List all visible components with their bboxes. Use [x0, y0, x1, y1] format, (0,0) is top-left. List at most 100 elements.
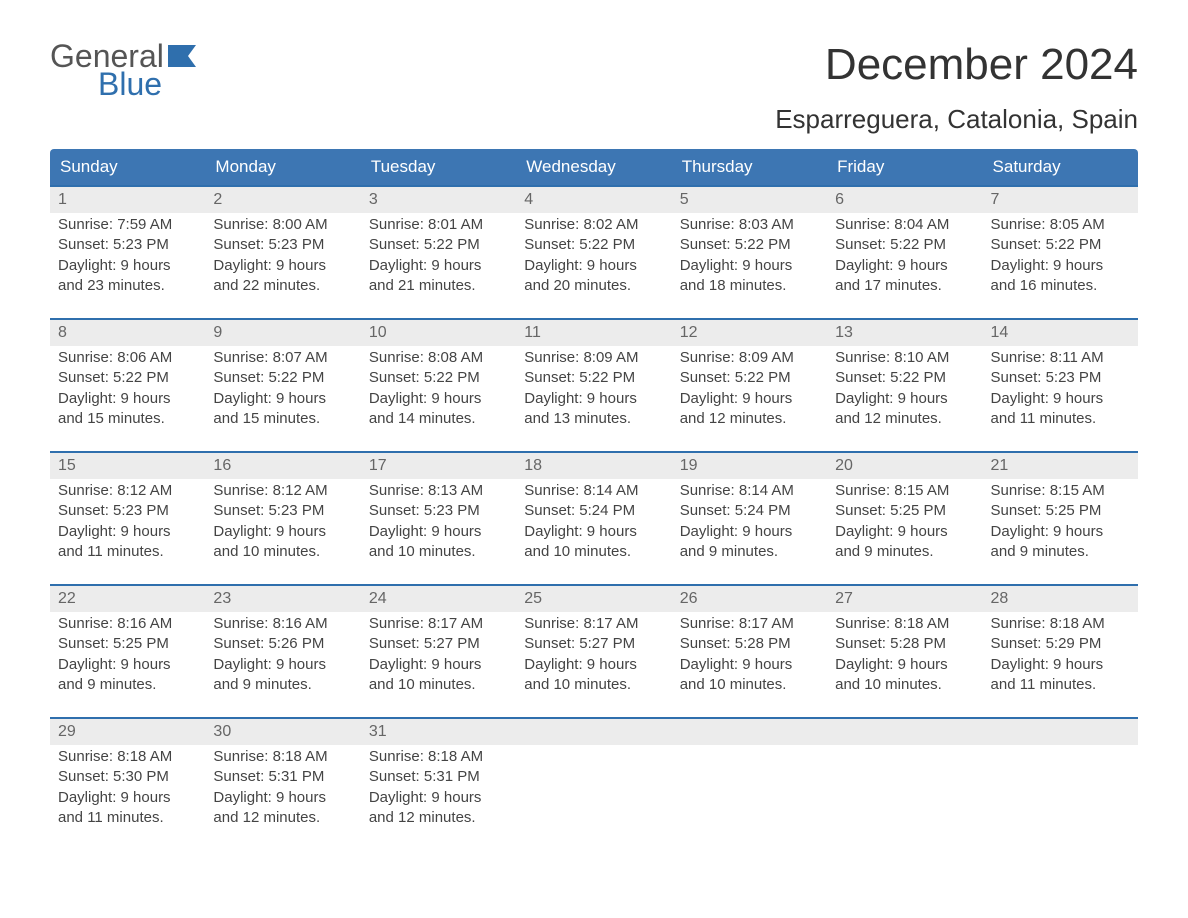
sunrise-line: Sunrise: 8:12 AM	[213, 481, 352, 501]
day-number: 9	[205, 320, 360, 346]
daylight-line: Daylight: 9 hours and 9 minutes.	[58, 655, 197, 696]
day-number: 25	[516, 586, 671, 612]
day-cell-body: Sunrise: 8:00 AMSunset: 5:23 PMDaylight:…	[205, 213, 360, 304]
daylight-line: Daylight: 9 hours and 10 minutes.	[524, 522, 663, 563]
day-cell-body	[827, 745, 982, 836]
day-number: 17	[361, 453, 516, 479]
calendar: SundayMondayTuesdayWednesdayThursdayFrid…	[50, 149, 1138, 836]
day-number: 18	[516, 453, 671, 479]
sunset-line: Sunset: 5:23 PM	[991, 368, 1130, 388]
daylight-line: Daylight: 9 hours and 9 minutes.	[680, 522, 819, 563]
sunset-line: Sunset: 5:31 PM	[369, 767, 508, 787]
daynum-row: 22232425262728	[50, 586, 1138, 612]
sunrise-line: Sunrise: 8:17 AM	[680, 614, 819, 634]
sunset-line: Sunset: 5:28 PM	[680, 634, 819, 654]
sunset-line: Sunset: 5:23 PM	[213, 501, 352, 521]
sunset-line: Sunset: 5:22 PM	[991, 235, 1130, 255]
sunset-line: Sunset: 5:30 PM	[58, 767, 197, 787]
sunset-line: Sunset: 5:22 PM	[524, 368, 663, 388]
sunset-line: Sunset: 5:22 PM	[680, 235, 819, 255]
daylight-line: Daylight: 9 hours and 11 minutes.	[58, 788, 197, 829]
day-number: 19	[672, 453, 827, 479]
day-header-cell: Thursday	[672, 149, 827, 185]
sunrise-line: Sunrise: 8:11 AM	[991, 348, 1130, 368]
location-subtitle: Esparreguera, Catalonia, Spain	[775, 104, 1138, 135]
day-cell-body: Sunrise: 8:14 AMSunset: 5:24 PMDaylight:…	[672, 479, 827, 570]
day-number: 31	[361, 719, 516, 745]
day-cell-body: Sunrise: 8:06 AMSunset: 5:22 PMDaylight:…	[50, 346, 205, 437]
page-header: General Blue December 2024 Esparreguera,…	[50, 40, 1138, 135]
daylight-line: Daylight: 9 hours and 16 minutes.	[991, 256, 1130, 297]
day-number: 1	[50, 187, 205, 213]
day-number: 2	[205, 187, 360, 213]
sunrise-line: Sunrise: 8:14 AM	[680, 481, 819, 501]
sunset-line: Sunset: 5:22 PM	[835, 235, 974, 255]
day-cell-body: Sunrise: 8:18 AMSunset: 5:29 PMDaylight:…	[983, 612, 1138, 703]
day-cell-body: Sunrise: 8:11 AMSunset: 5:23 PMDaylight:…	[983, 346, 1138, 437]
sunrise-line: Sunrise: 8:09 AM	[680, 348, 819, 368]
sunset-line: Sunset: 5:22 PM	[524, 235, 663, 255]
day-cell-body: Sunrise: 8:17 AMSunset: 5:27 PMDaylight:…	[361, 612, 516, 703]
day-cell-body: Sunrise: 8:18 AMSunset: 5:31 PMDaylight:…	[361, 745, 516, 836]
sunrise-line: Sunrise: 8:09 AM	[524, 348, 663, 368]
day-number: 23	[205, 586, 360, 612]
day-number: 29	[50, 719, 205, 745]
day-number	[672, 719, 827, 745]
daylight-line: Daylight: 9 hours and 18 minutes.	[680, 256, 819, 297]
daylight-line: Daylight: 9 hours and 12 minutes.	[680, 389, 819, 430]
sunrise-line: Sunrise: 8:00 AM	[213, 215, 352, 235]
sunset-line: Sunset: 5:23 PM	[369, 501, 508, 521]
sunrise-line: Sunrise: 8:02 AM	[524, 215, 663, 235]
day-cell-body	[672, 745, 827, 836]
sunrise-line: Sunrise: 8:18 AM	[369, 747, 508, 767]
daylight-line: Daylight: 9 hours and 9 minutes.	[213, 655, 352, 696]
day-number: 7	[983, 187, 1138, 213]
sunset-line: Sunset: 5:27 PM	[369, 634, 508, 654]
day-cell-body: Sunrise: 8:18 AMSunset: 5:30 PMDaylight:…	[50, 745, 205, 836]
sunset-line: Sunset: 5:23 PM	[58, 235, 197, 255]
day-number: 20	[827, 453, 982, 479]
brand-logo: General Blue	[50, 40, 196, 100]
daynum-row: 293031	[50, 719, 1138, 745]
day-number: 12	[672, 320, 827, 346]
sunrise-line: Sunrise: 8:01 AM	[369, 215, 508, 235]
day-number: 15	[50, 453, 205, 479]
daylight-line: Daylight: 9 hours and 10 minutes.	[680, 655, 819, 696]
daynum-row: 1234567	[50, 187, 1138, 213]
sunrise-line: Sunrise: 8:06 AM	[58, 348, 197, 368]
body-row: Sunrise: 8:06 AM Sunset: 5:22 PM Daylight:…	[50, 346, 1138, 437]
day-cell-body: Sunrise: 7:59 AMSunset: 5:23 PMDaylight:…	[50, 213, 205, 304]
daylight-line: Daylight: 9 hours and 11 minutes.	[991, 389, 1130, 430]
month-title: December 2024	[775, 40, 1138, 90]
day-number: 28	[983, 586, 1138, 612]
day-header-cell: Monday	[205, 149, 360, 185]
day-number: 21	[983, 453, 1138, 479]
day-cell-body: Sunrise: 8:02 AMSunset: 5:22 PMDaylight:…	[516, 213, 671, 304]
sunset-line: Sunset: 5:26 PM	[213, 634, 352, 654]
day-cell-body	[983, 745, 1138, 836]
calendar-week: 891011121314Sunrise: 8:06 AMSunset: 5:22…	[50, 318, 1138, 437]
day-number: 30	[205, 719, 360, 745]
daylight-line: Daylight: 9 hours and 11 minutes.	[991, 655, 1130, 696]
sunrise-line: Sunrise: 8:14 AM	[524, 481, 663, 501]
sunset-line: Sunset: 5:23 PM	[213, 235, 352, 255]
calendar-week: 1234567Sunrise: 7:59 AMSunset: 5:23 PMDa…	[50, 185, 1138, 304]
sunrise-line: Sunrise: 8:10 AM	[835, 348, 974, 368]
sunrise-line: Sunrise: 8:04 AM	[835, 215, 974, 235]
daylight-line: Daylight: 9 hours and 21 minutes.	[369, 256, 508, 297]
sunrise-line: Sunrise: 8:15 AM	[835, 481, 974, 501]
day-number	[983, 719, 1138, 745]
body-row: Sunrise: 7:59 AMSunset: 5:23 PMDaylight:…	[50, 213, 1138, 304]
day-number: 5	[672, 187, 827, 213]
body-row: Sunrise: 8:16 AMSunset: 5:25 PMDaylight:…	[50, 612, 1138, 703]
sunset-line: Sunset: 5:25 PM	[835, 501, 974, 521]
daylight-line: Daylight: 9 hours and 14 minutes.	[369, 389, 508, 430]
sunrise-line: Sunrise: 8:07 AM	[213, 348, 352, 368]
day-cell-body: Sunrise: 8:13 AMSunset: 5:23 PMDaylight:…	[361, 479, 516, 570]
sunrise-line: Sunrise: 8:03 AM	[680, 215, 819, 235]
day-cell-body	[516, 745, 671, 836]
day-number: 4	[516, 187, 671, 213]
day-header-cell: Sunday	[50, 149, 205, 185]
calendar-weeks: 1234567Sunrise: 7:59 AMSunset: 5:23 PMDa…	[50, 185, 1138, 836]
day-cell-body: Sunrise: 8:17 AMSunset: 5:28 PMDaylight:…	[672, 612, 827, 703]
